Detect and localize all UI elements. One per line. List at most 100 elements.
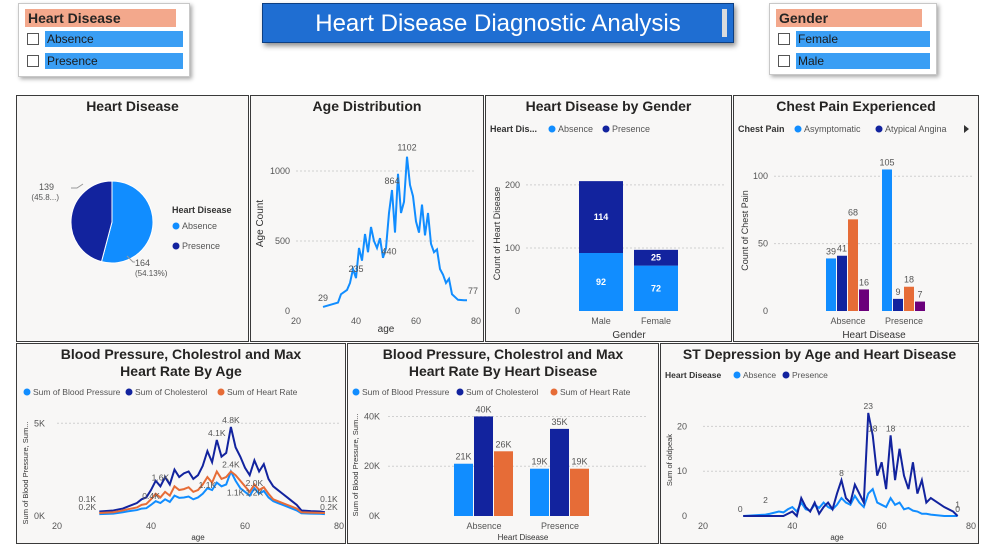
y-tick-label: 0 (515, 306, 520, 316)
x-tick-label: 60 (877, 521, 887, 531)
data-label: 139 (39, 182, 54, 192)
chart-title: ST Depression by Age and Heart Disease (682, 346, 957, 362)
x-tick-label: Presence (885, 316, 923, 326)
legend-label: Absence (182, 221, 217, 231)
legend-title: Heart Disease (172, 205, 232, 215)
data-label: 114 (594, 212, 609, 222)
data-label: 1.1K (227, 487, 245, 497)
legend-label: Presence (792, 370, 828, 380)
y-axis-label: Sum of Blood Pressure, Sum... (21, 422, 30, 525)
data-label: 16 (859, 277, 869, 287)
x-axis-label: age (191, 533, 205, 542)
data-label: 2.0K (246, 478, 264, 488)
series-line (743, 487, 958, 517)
legend-label: Sum of Blood Pressure (33, 387, 121, 397)
x-tick-label: Absence (830, 316, 865, 326)
y-tick-label: 100 (753, 171, 768, 181)
bar-presence (634, 249, 678, 266)
dashboard-title-banner: Heart Disease Diagnostic Analysis (262, 3, 734, 43)
x-tick-label: 40 (146, 521, 156, 531)
y-axis-label: Sum of oldpeak (665, 434, 674, 486)
data-label: 18 (886, 423, 896, 433)
series-line (743, 412, 959, 518)
legend-label: Sum of Cholesterol (466, 387, 538, 397)
checkbox[interactable] (778, 55, 790, 67)
legend-marker (217, 388, 225, 396)
slicer-item-absence[interactable]: Absence (27, 31, 183, 47)
legend-label: Absence (743, 370, 776, 380)
x-tick-label: 80 (334, 521, 344, 531)
data-label: 0 (955, 504, 960, 514)
legend-label: Presence (182, 241, 220, 251)
data-label: 1.2K (246, 487, 264, 497)
data-label: 0.4K (142, 491, 160, 501)
bar (893, 298, 903, 311)
legend-marker (23, 388, 31, 396)
bar (494, 451, 513, 516)
data-label: 18 (868, 423, 878, 433)
data-label: 0.2K (320, 502, 338, 512)
x-tick-label: 20 (52, 521, 62, 531)
y-tick-label: 20K (364, 461, 380, 471)
legend-marker (733, 371, 741, 379)
legend-title: Heart Disease (665, 370, 722, 380)
y-tick-label: 500 (275, 236, 290, 246)
y-tick-label: 20 (677, 421, 687, 431)
chart-title: Age Distribution (312, 98, 422, 114)
data-label: 19K (531, 457, 547, 467)
data-label: 26K (495, 439, 511, 449)
heart-disease-slicer[interactable]: Heart Disease Absence Presence (18, 3, 190, 77)
bar (530, 468, 549, 516)
chart-title: Blood Pressure, Cholestrol and Max Heart… (60, 346, 302, 379)
slicer-item-label: Female (796, 31, 930, 47)
gender-slicer[interactable]: Gender Female Male (769, 3, 937, 75)
data-label: 2.4K (222, 459, 240, 469)
x-tick-label: Absence (466, 521, 501, 531)
bar (859, 289, 869, 311)
data-label: 4.1K (208, 428, 226, 438)
x-tick-label: 40 (787, 521, 797, 531)
slicer-item-male[interactable]: Male (778, 53, 930, 69)
panel-chest-pain[interactable]: Chest Pain Experienced Chest Pain Asympto… (733, 95, 979, 342)
bar-absence (634, 265, 678, 311)
y-tick-label: 0 (682, 511, 687, 521)
legend-label: Sum of Blood Pressure (362, 387, 450, 397)
bar (826, 258, 836, 311)
checkbox[interactable] (27, 33, 39, 45)
data-label: 1.6K (152, 472, 170, 482)
series-line (322, 156, 467, 308)
slicer-item-female[interactable]: Female (778, 31, 930, 47)
slicer-item-label: Absence (45, 31, 183, 47)
bar (904, 286, 914, 311)
data-label: 440 (381, 246, 396, 256)
bar (882, 169, 892, 311)
panel-heart-disease-pie[interactable]: Heart Disease 164 (54.13%) 139 (45.8...) Hea… (16, 95, 249, 342)
legend-marker (794, 125, 802, 133)
legend-label: Atypical Angina (885, 124, 947, 134)
data-label: 864 (384, 176, 399, 186)
checkbox[interactable] (778, 33, 790, 45)
y-tick-label: 100 (505, 243, 520, 253)
slicer-item-presence[interactable]: Presence (27, 53, 183, 69)
panel-st-depression[interactable]: ST Depression by Age and Heart Disease H… (660, 343, 979, 544)
legend-label: Sum of Heart Rate (560, 387, 631, 397)
legend-marker (172, 222, 180, 230)
legend-marker (172, 242, 180, 250)
panel-age-distribution[interactable]: Age Distribution 0 500 1000 20 40 60 80 29 235 44… (250, 95, 484, 342)
y-tick-label: 0 (285, 306, 290, 316)
data-label: 164 (135, 258, 150, 268)
x-axis-label: Heart Disease (498, 533, 549, 542)
checkbox[interactable] (27, 55, 39, 67)
legend-marker (125, 388, 133, 396)
slicer-item-label: Presence (45, 53, 183, 69)
panel-bp-by-age[interactable]: Blood Pressure, Cholestrol and Max Heart… (16, 343, 346, 544)
x-tick-label: 60 (411, 316, 421, 326)
chart-title: Blood Pressure, Cholestrol and Max Heart… (382, 346, 624, 379)
panel-heart-disease-by-gender[interactable]: Heart Disease by Gender Heart Dis... Abse… (485, 95, 732, 342)
panel-bp-by-heart-disease[interactable]: Blood Pressure, Cholestrol and Max Heart… (347, 343, 659, 544)
data-label: 19K (571, 457, 587, 467)
y-axis-label: Count of Chest Pain (740, 190, 750, 271)
series-line (99, 426, 326, 514)
bar (550, 428, 569, 516)
legend-label: Sum of Heart Rate (227, 387, 298, 397)
